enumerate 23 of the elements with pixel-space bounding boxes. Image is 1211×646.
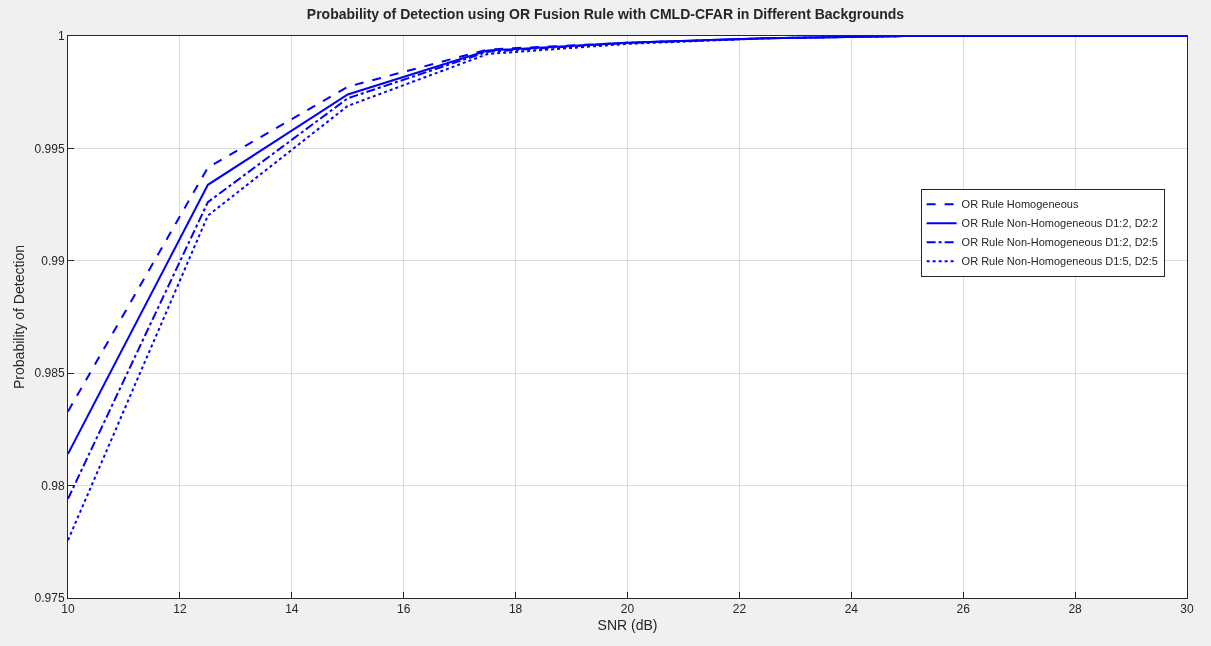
x-tick-label: 28 bbox=[1068, 602, 1083, 617]
x-tick-label: 16 bbox=[397, 602, 411, 617]
x-tick-label: 22 bbox=[732, 602, 747, 617]
y-tick-label: 0.985 bbox=[34, 366, 65, 381]
x-tick-label: 10 bbox=[61, 602, 75, 617]
legend-label: OR Rule Homogeneous bbox=[961, 198, 1079, 211]
y-tick-label: 0.98 bbox=[41, 478, 65, 493]
y-tick-label: 0.99 bbox=[41, 254, 65, 268]
legend-label: OR Rule Non-Homogeneous D1:2, D2:5 bbox=[961, 236, 1158, 249]
x-tick-label: 24 bbox=[844, 602, 859, 617]
x-tick-label: 14 bbox=[285, 602, 299, 617]
x-tick-label: 30 bbox=[1180, 602, 1194, 617]
x-tick-label: 26 bbox=[956, 602, 971, 617]
x-tick-label: 20 bbox=[620, 602, 635, 617]
legend-label: OR Rule Non-Homogeneous D1:5, D2:5 bbox=[961, 255, 1158, 268]
x-tick-label: 12 bbox=[173, 602, 187, 617]
legend-label: OR Rule Non-Homogeneous D1:2, D2:2 bbox=[961, 217, 1158, 230]
chart-title: Probability of Detection using OR Fusion Rule with CMLD-CFAR in Different Backgrounds bbox=[306, 6, 905, 23]
y-tick-label: 0.995 bbox=[34, 141, 65, 156]
x-axis-title: SNR (dB) bbox=[597, 616, 658, 633]
y-axis-title: Probability of Detection bbox=[11, 245, 28, 389]
x-tick-label: 18 bbox=[508, 602, 523, 617]
y-tick-label: 1 bbox=[57, 29, 65, 44]
